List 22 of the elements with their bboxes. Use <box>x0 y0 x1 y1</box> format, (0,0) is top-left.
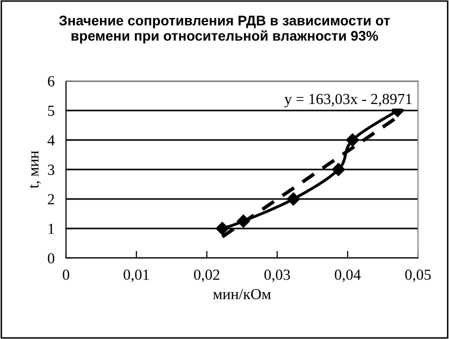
y-tick-label: 6 <box>48 76 54 86</box>
chart-title: Значение сопротивления РДВ в зависимости от времени при относительной влажности 93% <box>59 16 390 44</box>
point <box>216 222 229 236</box>
y-tick-label: 4 <box>48 135 55 146</box>
y-axis-title: t, мин <box>30 150 41 188</box>
x-axis-title: мин/кОм <box>213 289 271 300</box>
point <box>236 214 250 228</box>
point <box>332 162 346 176</box>
point <box>346 133 360 147</box>
x-tick-label: 0,05 <box>405 270 431 282</box>
y-tick-label: 0 <box>48 253 54 264</box>
annotation: y = 163,03x - 2,8971 <box>284 94 412 108</box>
y-tick-label: 1 <box>48 224 54 234</box>
point <box>286 192 300 206</box>
x-tick-label: 0,01 <box>124 270 149 282</box>
y-tick-label: 5 <box>48 106 54 116</box>
y-tick-label: 2 <box>48 194 54 204</box>
x-tick-label: 0,02 <box>194 270 220 282</box>
x-tick-label: 0,04 <box>334 270 361 282</box>
x-tick-label: 0,03 <box>264 270 290 282</box>
y-tick-label: 3 <box>48 164 54 175</box>
x-tick-label: 0 <box>62 270 70 280</box>
